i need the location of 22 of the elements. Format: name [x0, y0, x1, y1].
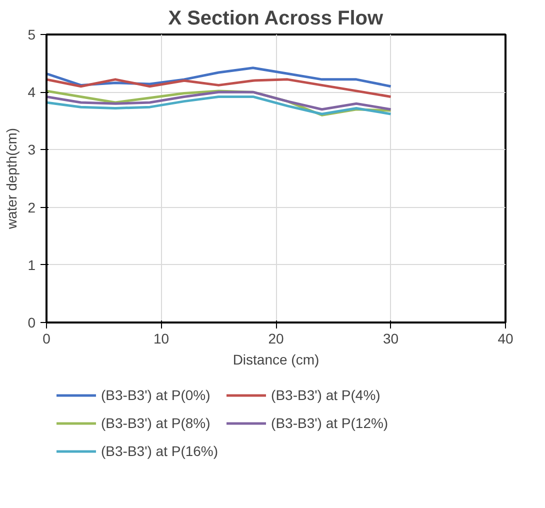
line-series	[46, 78, 392, 98]
y-tick-label: 2	[28, 199, 36, 216]
line-series	[46, 95, 392, 116]
y-tick-label: 3	[28, 142, 36, 158]
x-tick-label: 10	[153, 330, 170, 346]
y-tick-label: 0	[28, 314, 36, 330]
y-tick-label: 4	[28, 84, 36, 100]
line-series	[46, 90, 392, 111]
x-tick-label: 30	[382, 330, 399, 346]
legend-label: (B3-B3') at P(0%)	[101, 387, 210, 403]
chart-title: X Section Across Flow	[168, 8, 384, 30]
y-axis-title: water depth(cm)	[4, 128, 20, 230]
legend-label: (B3-B3') at P(12%)	[271, 415, 388, 431]
legend-label: (B3-B3') at P(4%)	[271, 387, 380, 403]
x-tick-label: 20	[268, 330, 284, 346]
legend-label: (B3-B3') at P(8%)	[101, 415, 210, 431]
x-axis-title: Distance (cm)	[232, 352, 320, 368]
x-tick-label: 0	[42, 330, 51, 346]
y-tick-label: 1	[28, 256, 36, 273]
x-tick-label: 40	[498, 330, 514, 346]
y-tick-label: 5	[28, 26, 36, 42]
legend-label: (B3-B3') at P(16%)	[101, 443, 218, 459]
